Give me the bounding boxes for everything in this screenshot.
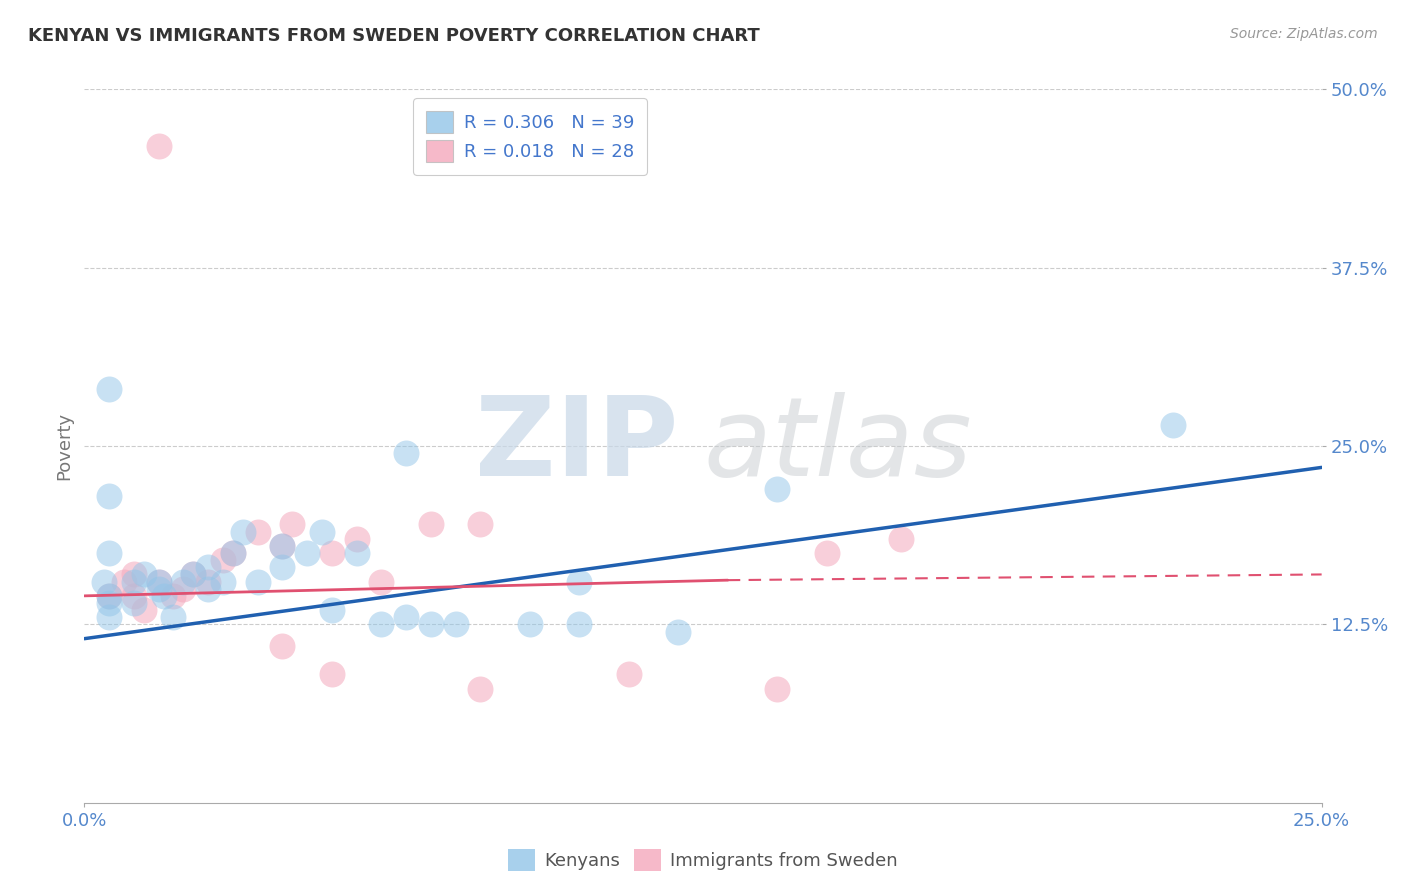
Point <box>148 582 170 596</box>
Point <box>617 667 640 681</box>
Point <box>172 582 194 596</box>
Point <box>470 517 492 532</box>
Point <box>148 139 170 153</box>
Text: KENYAN VS IMMIGRANTS FROM SWEDEN POVERTY CORRELATION CHART: KENYAN VS IMMIGRANTS FROM SWEDEN POVERTY… <box>28 27 759 45</box>
Text: atlas: atlas <box>703 392 972 500</box>
Point <box>444 617 467 632</box>
Point <box>419 617 441 632</box>
Point <box>295 546 318 560</box>
Point <box>271 539 294 553</box>
Legend: Kenyans, Immigrants from Sweden: Kenyans, Immigrants from Sweden <box>501 842 905 879</box>
Point <box>766 681 789 696</box>
Point <box>246 524 269 539</box>
Point <box>419 517 441 532</box>
Point <box>321 546 343 560</box>
Point <box>197 574 219 589</box>
Point <box>766 482 789 496</box>
Point <box>1161 417 1184 432</box>
Legend: R = 0.306   N = 39, R = 0.018   N = 28: R = 0.306 N = 39, R = 0.018 N = 28 <box>413 98 647 175</box>
Point <box>346 532 368 546</box>
Point <box>281 517 304 532</box>
Point <box>172 574 194 589</box>
Point <box>395 446 418 460</box>
Point <box>98 610 121 624</box>
Point <box>98 589 121 603</box>
Point <box>197 560 219 574</box>
Point <box>346 546 368 560</box>
Point <box>222 546 245 560</box>
Point <box>212 574 235 589</box>
Point <box>98 546 121 560</box>
Point <box>470 681 492 696</box>
Point <box>271 560 294 574</box>
Point <box>122 574 145 589</box>
Point <box>666 624 689 639</box>
Point <box>271 539 294 553</box>
Point <box>98 596 121 610</box>
Point <box>181 567 204 582</box>
Point <box>212 553 235 567</box>
Point <box>162 610 184 624</box>
Point <box>148 574 170 589</box>
Point <box>132 567 155 582</box>
Point <box>197 582 219 596</box>
Point <box>246 574 269 589</box>
Point <box>98 382 121 396</box>
Point <box>232 524 254 539</box>
Text: Source: ZipAtlas.com: Source: ZipAtlas.com <box>1230 27 1378 41</box>
Point <box>148 574 170 589</box>
Point <box>98 589 121 603</box>
Point <box>98 489 121 503</box>
Text: ZIP: ZIP <box>475 392 678 500</box>
Point <box>222 546 245 560</box>
Point <box>568 574 591 589</box>
Point <box>162 589 184 603</box>
Point <box>519 617 541 632</box>
Point <box>122 567 145 582</box>
Point <box>181 567 204 582</box>
Point <box>311 524 333 539</box>
Point <box>890 532 912 546</box>
Point <box>815 546 838 560</box>
Point <box>152 589 174 603</box>
Point <box>93 574 115 589</box>
Point <box>122 596 145 610</box>
Point <box>321 667 343 681</box>
Point <box>112 574 135 589</box>
Point <box>568 617 591 632</box>
Point <box>271 639 294 653</box>
Y-axis label: Poverty: Poverty <box>55 412 73 480</box>
Point <box>122 589 145 603</box>
Point <box>132 603 155 617</box>
Point <box>370 617 392 632</box>
Point <box>370 574 392 589</box>
Point <box>395 610 418 624</box>
Point <box>321 603 343 617</box>
